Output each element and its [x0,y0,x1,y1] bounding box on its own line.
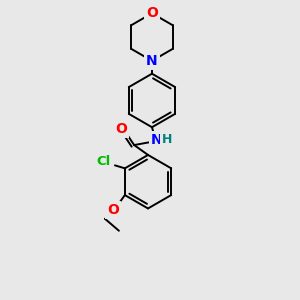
Text: N: N [146,54,158,68]
Text: O: O [107,203,119,217]
Text: H: H [162,133,172,146]
Text: O: O [146,6,158,20]
Text: Cl: Cl [96,155,110,168]
Text: N: N [151,133,163,147]
Text: O: O [115,122,127,136]
